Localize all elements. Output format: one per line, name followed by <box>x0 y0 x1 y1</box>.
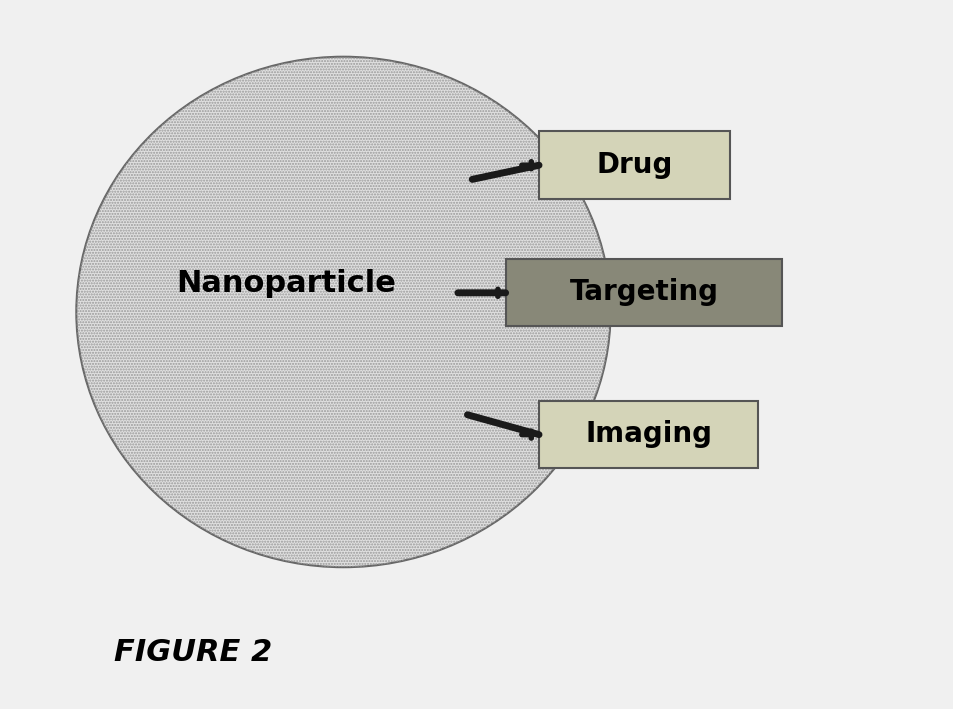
FancyBboxPatch shape <box>538 131 729 199</box>
FancyBboxPatch shape <box>505 259 781 326</box>
Text: Targeting: Targeting <box>569 279 718 306</box>
Text: Imaging: Imaging <box>584 420 712 448</box>
Text: FIGURE 2: FIGURE 2 <box>114 638 273 666</box>
Text: Drug: Drug <box>596 151 672 179</box>
Text: Nanoparticle: Nanoparticle <box>176 269 395 298</box>
FancyBboxPatch shape <box>538 401 758 468</box>
Ellipse shape <box>76 57 610 567</box>
